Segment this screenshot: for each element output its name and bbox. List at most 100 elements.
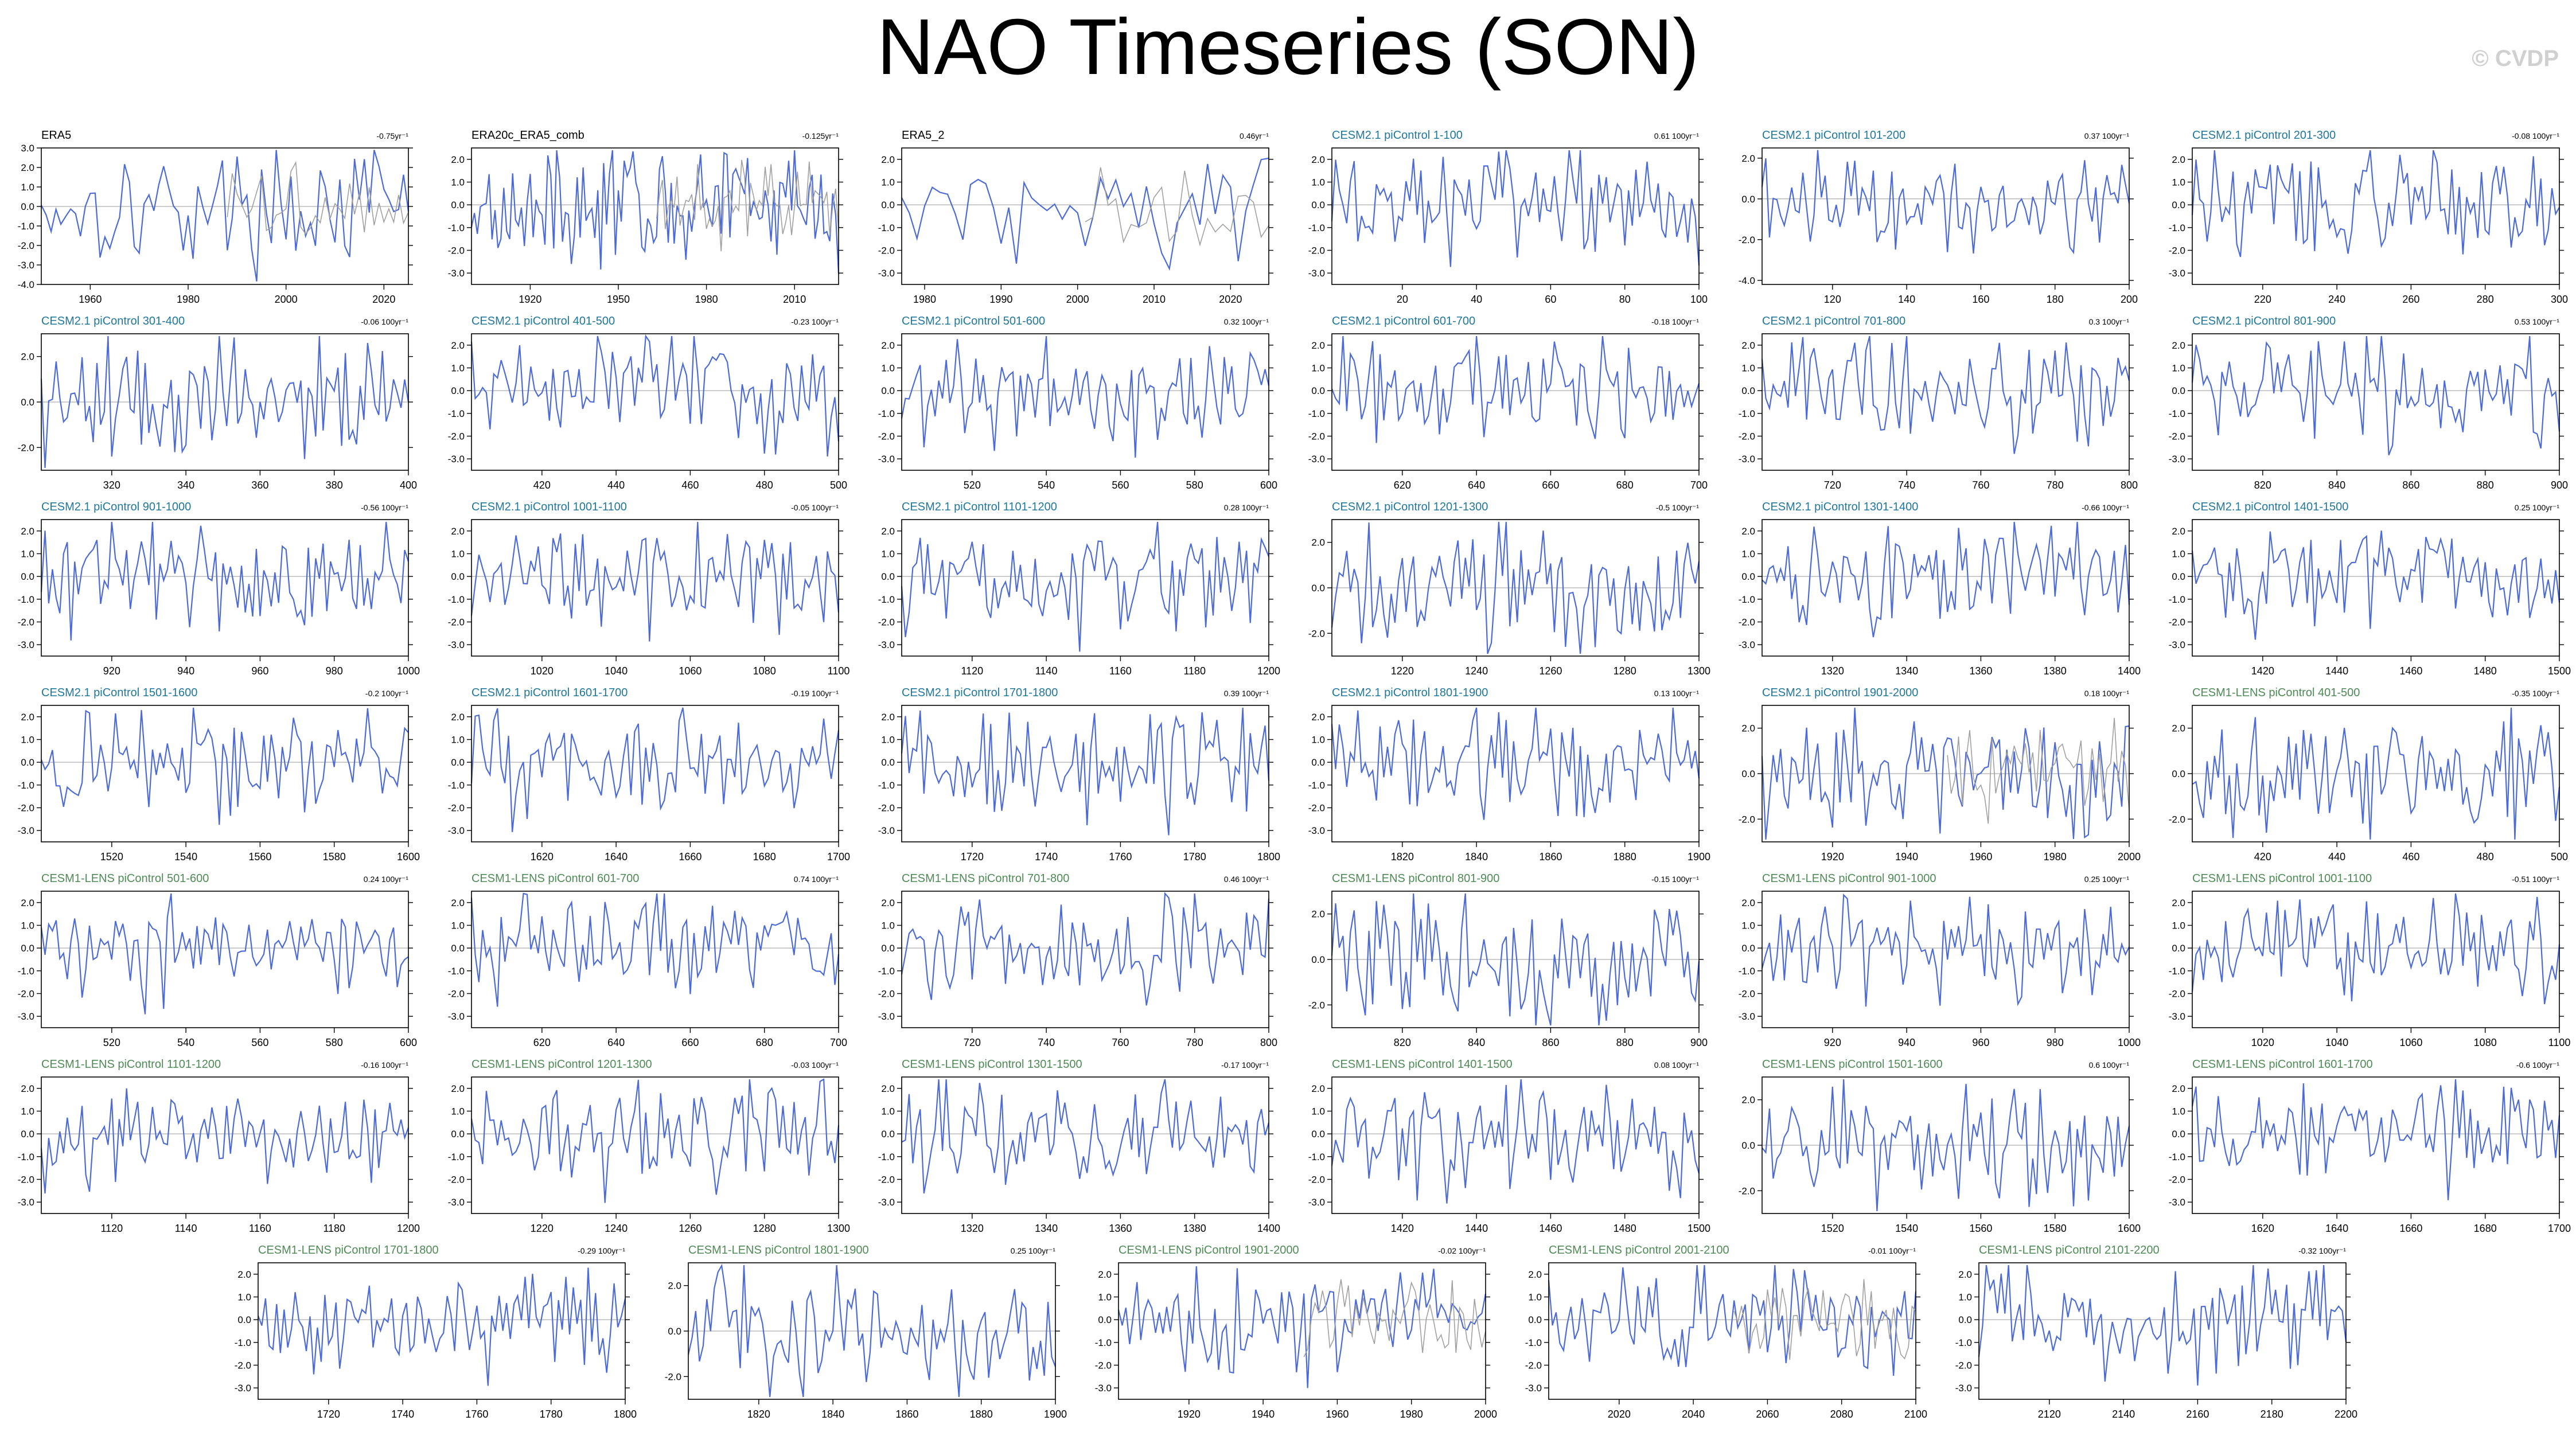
- x-tick-label: 1460: [2399, 665, 2422, 676]
- panel-title: CESM2.1 piControl 1001-1100: [471, 501, 627, 513]
- trend-label: 0.25 100yr⁻¹: [1011, 1246, 1056, 1255]
- y-tick-label: 2.0: [451, 1083, 465, 1094]
- x-tick-label: 300: [2551, 294, 2568, 304]
- plot-frame: [2192, 147, 2560, 285]
- trend-label: -0.19 100yr⁻¹: [791, 689, 839, 698]
- y-tick-label: 2.0: [1741, 1095, 1755, 1106]
- y-tick-label: 2.0: [881, 897, 895, 908]
- y-tick-label: -3.0: [448, 639, 465, 650]
- trend-label: 0.61 100yr⁻¹: [1654, 131, 1700, 141]
- y-tick-label: 2.0: [1311, 340, 1325, 351]
- plot-frame: [1761, 519, 2130, 657]
- nao-series-line: [1331, 521, 1700, 654]
- panel-title: CESM1-LENS piControl 2001-2100: [1549, 1244, 1729, 1256]
- x-tick-label: 2060: [1756, 1408, 1779, 1419]
- x-tick-label: 20: [1397, 294, 1408, 304]
- y-tick-label: -1.0: [1525, 1337, 1542, 1348]
- x-tick-label: 1220: [1391, 665, 1414, 676]
- y-tick-label: -2.0: [18, 240, 34, 251]
- panel-title: CESM2.1 piControl 1-100: [1332, 129, 1463, 142]
- x-tick-label: 1680: [753, 851, 776, 861]
- x-tick-label: 920: [1824, 1037, 1841, 1047]
- y-tick-label: -2.0: [18, 989, 34, 1000]
- x-tick-label: 1720: [317, 1408, 340, 1419]
- x-tick-label: 60: [1545, 294, 1556, 304]
- nao-series-line: [257, 1267, 626, 1386]
- y-tick-label: 2.0: [1311, 537, 1325, 548]
- nao-panel: CESM2.1 piControl 1501-1600 -0.2 100yr⁻¹ 2…: [18, 686, 420, 861]
- nao-series-line: [687, 1263, 1057, 1398]
- panel-title: CESM1-LENS piControl 1101-1200: [41, 1058, 221, 1071]
- x-tick-label: 900: [1690, 1037, 1708, 1047]
- x-tick-label: 1500: [2548, 665, 2571, 676]
- y-tick-label: 0.0: [668, 1326, 681, 1337]
- y-tick-label: 2.0: [881, 340, 895, 351]
- y-tick-label: 2.0: [2172, 897, 2185, 908]
- trend-label: 0.46yr⁻¹: [1240, 131, 1269, 141]
- x-tick-label: 1990: [989, 294, 1012, 304]
- x-tick-label: 140: [1898, 294, 1915, 304]
- trend-label: -0.18 100yr⁻¹: [1651, 317, 1699, 326]
- x-tick-label: 440: [2328, 851, 2345, 861]
- nao-panel: CESM1-LENS piControl 1101-1200 -0.16 100y…: [18, 1058, 420, 1233]
- x-tick-label: 1960: [1326, 1408, 1349, 1419]
- y-tick-label: 1.0: [881, 735, 895, 746]
- x-tick-label: 220: [2254, 294, 2271, 304]
- x-tick-label: 1100: [2548, 1037, 2571, 1047]
- x-tick-label: 1900: [1688, 851, 1710, 861]
- x-tick-label: 1660: [2399, 1223, 2422, 1233]
- x-tick-label: 640: [1468, 479, 1485, 490]
- y-tick-label: 0.0: [1311, 954, 1325, 965]
- nao-panel: CESM1-LENS piControl 1701-1800 -0.29 100y…: [235, 1244, 637, 1419]
- nao-series-line: [901, 521, 1270, 652]
- x-tick-label: 1580: [2044, 1223, 2067, 1233]
- plot-frame: [2192, 891, 2560, 1028]
- y-tick-label: -2.0: [1955, 1360, 1972, 1371]
- nao-panel: CESM1-LENS piControl 1401-1500 0.08 100yr…: [1308, 1058, 1710, 1233]
- y-tick-label: -1.0: [18, 966, 34, 977]
- nao-panel: CESM2.1 piControl 1601-1700 -0.19 100yr⁻¹…: [448, 686, 850, 861]
- x-tick-label: 320: [103, 479, 120, 490]
- y-tick-label: -4.0: [1739, 275, 1755, 286]
- x-tick-label: 700: [830, 1037, 847, 1047]
- x-tick-label: 980: [326, 665, 343, 676]
- y-tick-label: 2.0: [2172, 340, 2185, 351]
- panel-title: CESM2.1 piControl 801-900: [2192, 315, 2336, 327]
- x-tick-label: 1260: [1539, 665, 1562, 676]
- y-tick-label: -1.0: [18, 1152, 34, 1162]
- nao-series-line: [2191, 150, 2560, 257]
- y-tick-label: 2.0: [451, 712, 465, 723]
- plot-frame: [901, 333, 1269, 471]
- nao-series-line: [901, 707, 1270, 836]
- x-tick-label: 1140: [1035, 665, 1058, 676]
- y-tick-label: -1.0: [1308, 780, 1325, 791]
- nao-panel: CESM2.1 piControl 101-200 0.37 100yr⁻¹ 2.0…: [1739, 129, 2138, 304]
- x-tick-label: 1000: [2118, 1037, 2141, 1047]
- trend-label: 0.28 100yr⁻¹: [1224, 503, 1269, 512]
- y-tick-label: 0.0: [451, 571, 465, 582]
- y-tick-label: 2.0: [21, 526, 34, 537]
- x-tick-label: 740: [1898, 479, 1915, 490]
- y-tick-label: 2.0: [881, 712, 895, 723]
- y-tick-label: -2.0: [2169, 617, 2185, 628]
- x-tick-label: 720: [1824, 479, 1841, 490]
- trend-label: -0.51 100yr⁻¹: [2512, 875, 2559, 884]
- y-tick-label: 2.0: [881, 526, 895, 537]
- nao-series-line: [1331, 707, 1700, 820]
- y-tick-label: 0.0: [1098, 1314, 1112, 1325]
- y-tick-label: 1.0: [21, 549, 34, 560]
- y-tick-label: -1.0: [235, 1337, 251, 1348]
- x-tick-label: 620: [533, 1037, 551, 1047]
- x-tick-label: 1280: [753, 1223, 776, 1233]
- y-tick-label: -3.0: [2169, 639, 2185, 650]
- y-tick-label: 1.0: [1311, 177, 1325, 188]
- y-tick-label: 1.0: [451, 549, 465, 560]
- y-tick-label: -3.0: [235, 1383, 251, 1394]
- trend-label: 0.24 100yr⁻¹: [364, 875, 409, 884]
- panel-title: CESM2.1 piControl 1801-1900: [1332, 686, 1488, 699]
- x-tick-label: 640: [607, 1037, 625, 1047]
- nao-series-line: [2191, 893, 2561, 1005]
- y-tick-label: 2.0: [1311, 909, 1325, 920]
- y-tick-label: 2.0: [451, 897, 465, 908]
- y-tick-label: 0.0: [451, 1129, 465, 1140]
